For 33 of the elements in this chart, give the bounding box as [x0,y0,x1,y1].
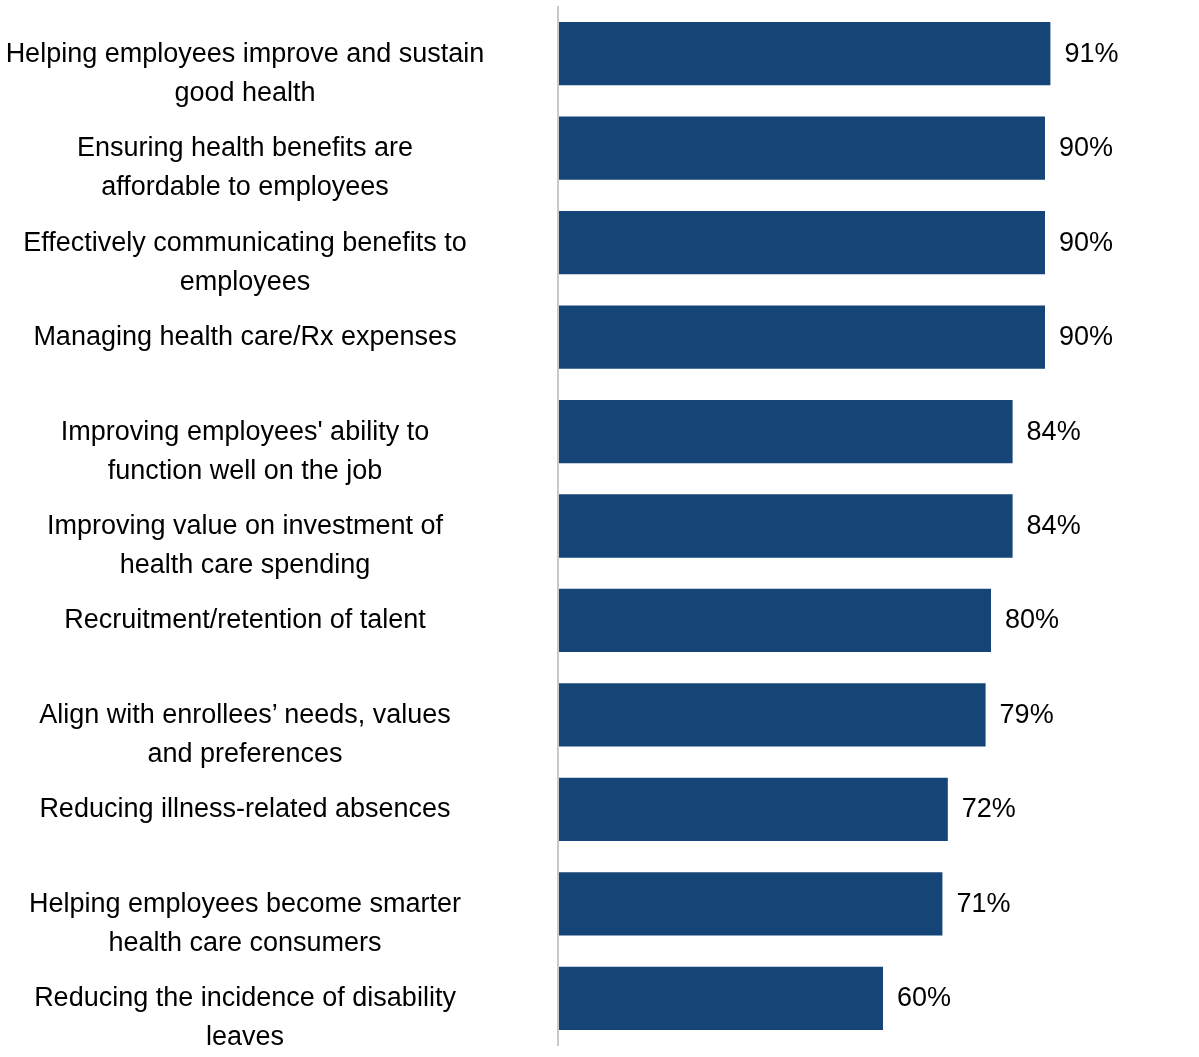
data-label: 79% [999,698,1054,729]
data-label: 71% [956,887,1011,918]
data-label: 60% [897,982,952,1013]
bar [559,494,1013,558]
y-tick-label: Reducing the incidence of disability leaves [34,982,457,1052]
data-label: 84% [1026,510,1081,540]
y-tick-label: Effectively communicating benefits to employees [23,226,467,296]
y-tick-label: Improving employees' ability to function well on the job [60,415,430,485]
y-tick-label: Improving value on investment of health care spending [46,510,444,579]
y-tick-label: Managing health care/Rx expenses [33,321,457,352]
data-label: 90% [1059,226,1114,257]
y-tick-label: Ensuring health benefits are affordable to employees [76,132,414,202]
data-label: 80% [1005,604,1060,635]
y-tick-label: Recruitment/retention of talent [64,604,427,635]
bar [559,872,943,936]
bar [559,966,883,1030]
bar [559,777,948,842]
bar [559,683,986,747]
y-tick-label: Helping employees become smarter health care consumers [28,887,462,957]
data-label: 91% [1064,37,1119,68]
data-label: 90% [1059,321,1114,352]
data-label: 84% [1026,415,1081,446]
bar [559,588,991,653]
bar [559,210,1045,275]
bar [559,22,1051,86]
data-label: 90% [1059,132,1114,163]
y-tick-label: Reducing illness-related absences [39,793,451,824]
bar [559,305,1045,369]
y-tick-label: Align with enrollees’ needs, values and preferences [39,698,451,768]
bar [559,116,1045,180]
y-tick-label: Helping employees improve and sustain good health [5,37,485,107]
data-label: 72% [961,793,1016,824]
bar [559,399,1013,464]
